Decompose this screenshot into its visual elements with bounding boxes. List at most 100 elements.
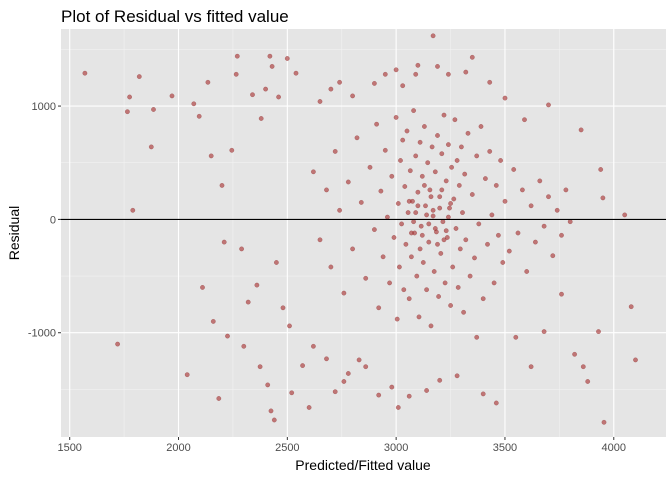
data-point [476,221,482,227]
data-point [284,56,290,61]
data-point [200,284,205,290]
data-point [425,160,431,166]
data-point [559,232,564,238]
data-point [421,124,427,129]
y-tick-label: 0 [50,214,56,226]
data-point [387,280,392,286]
data-point [537,178,543,184]
data-point [350,246,355,252]
data-point [356,357,362,363]
data-point [371,227,377,233]
minor-gridlines [61,29,666,437]
x-tick-label: 1500 [57,442,81,454]
x-tick-label: 3500 [493,442,517,454]
y-tick-label: -1000 [28,328,56,340]
data-point [450,264,456,270]
data-point [382,71,388,77]
data-point [393,115,399,120]
data-point [399,221,404,227]
data-point [400,83,406,89]
data-point [487,79,493,85]
data-point [554,207,560,213]
data-point [136,74,142,80]
data-point [417,139,423,145]
data-point [419,173,425,179]
data-point [205,79,211,85]
data-point [427,187,433,193]
data-point [439,187,445,193]
data-point [485,241,490,247]
data-point [401,287,407,293]
data-point [376,305,382,311]
data-point [268,408,274,414]
data-point [482,176,488,182]
data-point [541,223,547,229]
data-point [404,128,410,134]
data-point [418,223,424,229]
data-point [520,187,525,193]
data-point [441,237,447,243]
data-point [453,226,459,231]
data-point [405,210,411,216]
data-point [445,142,451,148]
data-point [426,221,432,227]
data-point [184,372,190,378]
data-point [267,53,273,59]
data-point [585,379,591,384]
data-point [363,275,369,281]
data-point [628,304,634,310]
data-point [424,212,429,218]
data-point [454,373,460,379]
data-point [474,153,480,159]
data-point [317,99,323,104]
data-point [416,314,422,320]
data-point [567,219,573,225]
data-point [216,396,222,401]
data-point [115,341,121,347]
data-point [382,147,388,153]
data-point [426,239,432,245]
data-point [400,137,406,143]
data-point [452,117,458,123]
data-point [413,210,419,216]
data-point [82,70,88,76]
data-point [493,182,499,188]
data-point [354,135,360,141]
data-point [502,198,508,204]
data-point [546,102,551,108]
data-point [424,388,429,393]
data-point [328,264,334,270]
data-point [345,179,351,185]
data-point [317,237,323,243]
data-point [463,69,469,75]
data-point [239,246,245,252]
data-point [254,282,260,288]
data-point [324,187,329,193]
data-point [528,203,534,209]
data-point [506,248,512,254]
data-point [289,390,295,396]
data-point [367,164,373,170]
data-point [429,144,435,150]
data-point [328,86,334,92]
data-point [415,189,421,195]
data-point [563,187,569,193]
data-point [371,81,377,86]
data-point [341,379,347,384]
data-point [572,351,577,357]
data-point [428,194,434,200]
y-tick-label: 1000 [32,101,56,113]
data-point [276,94,281,100]
data-point [502,95,508,101]
data-point [265,382,271,388]
data-point [408,230,414,236]
data-point [210,318,216,324]
data-point [263,86,268,92]
data-point [600,195,606,201]
data-point [439,151,445,157]
data-point [458,144,464,150]
data-point [332,148,338,154]
data-point [415,203,421,209]
data-point [151,107,156,112]
x-tick-label: 3000 [384,442,408,454]
